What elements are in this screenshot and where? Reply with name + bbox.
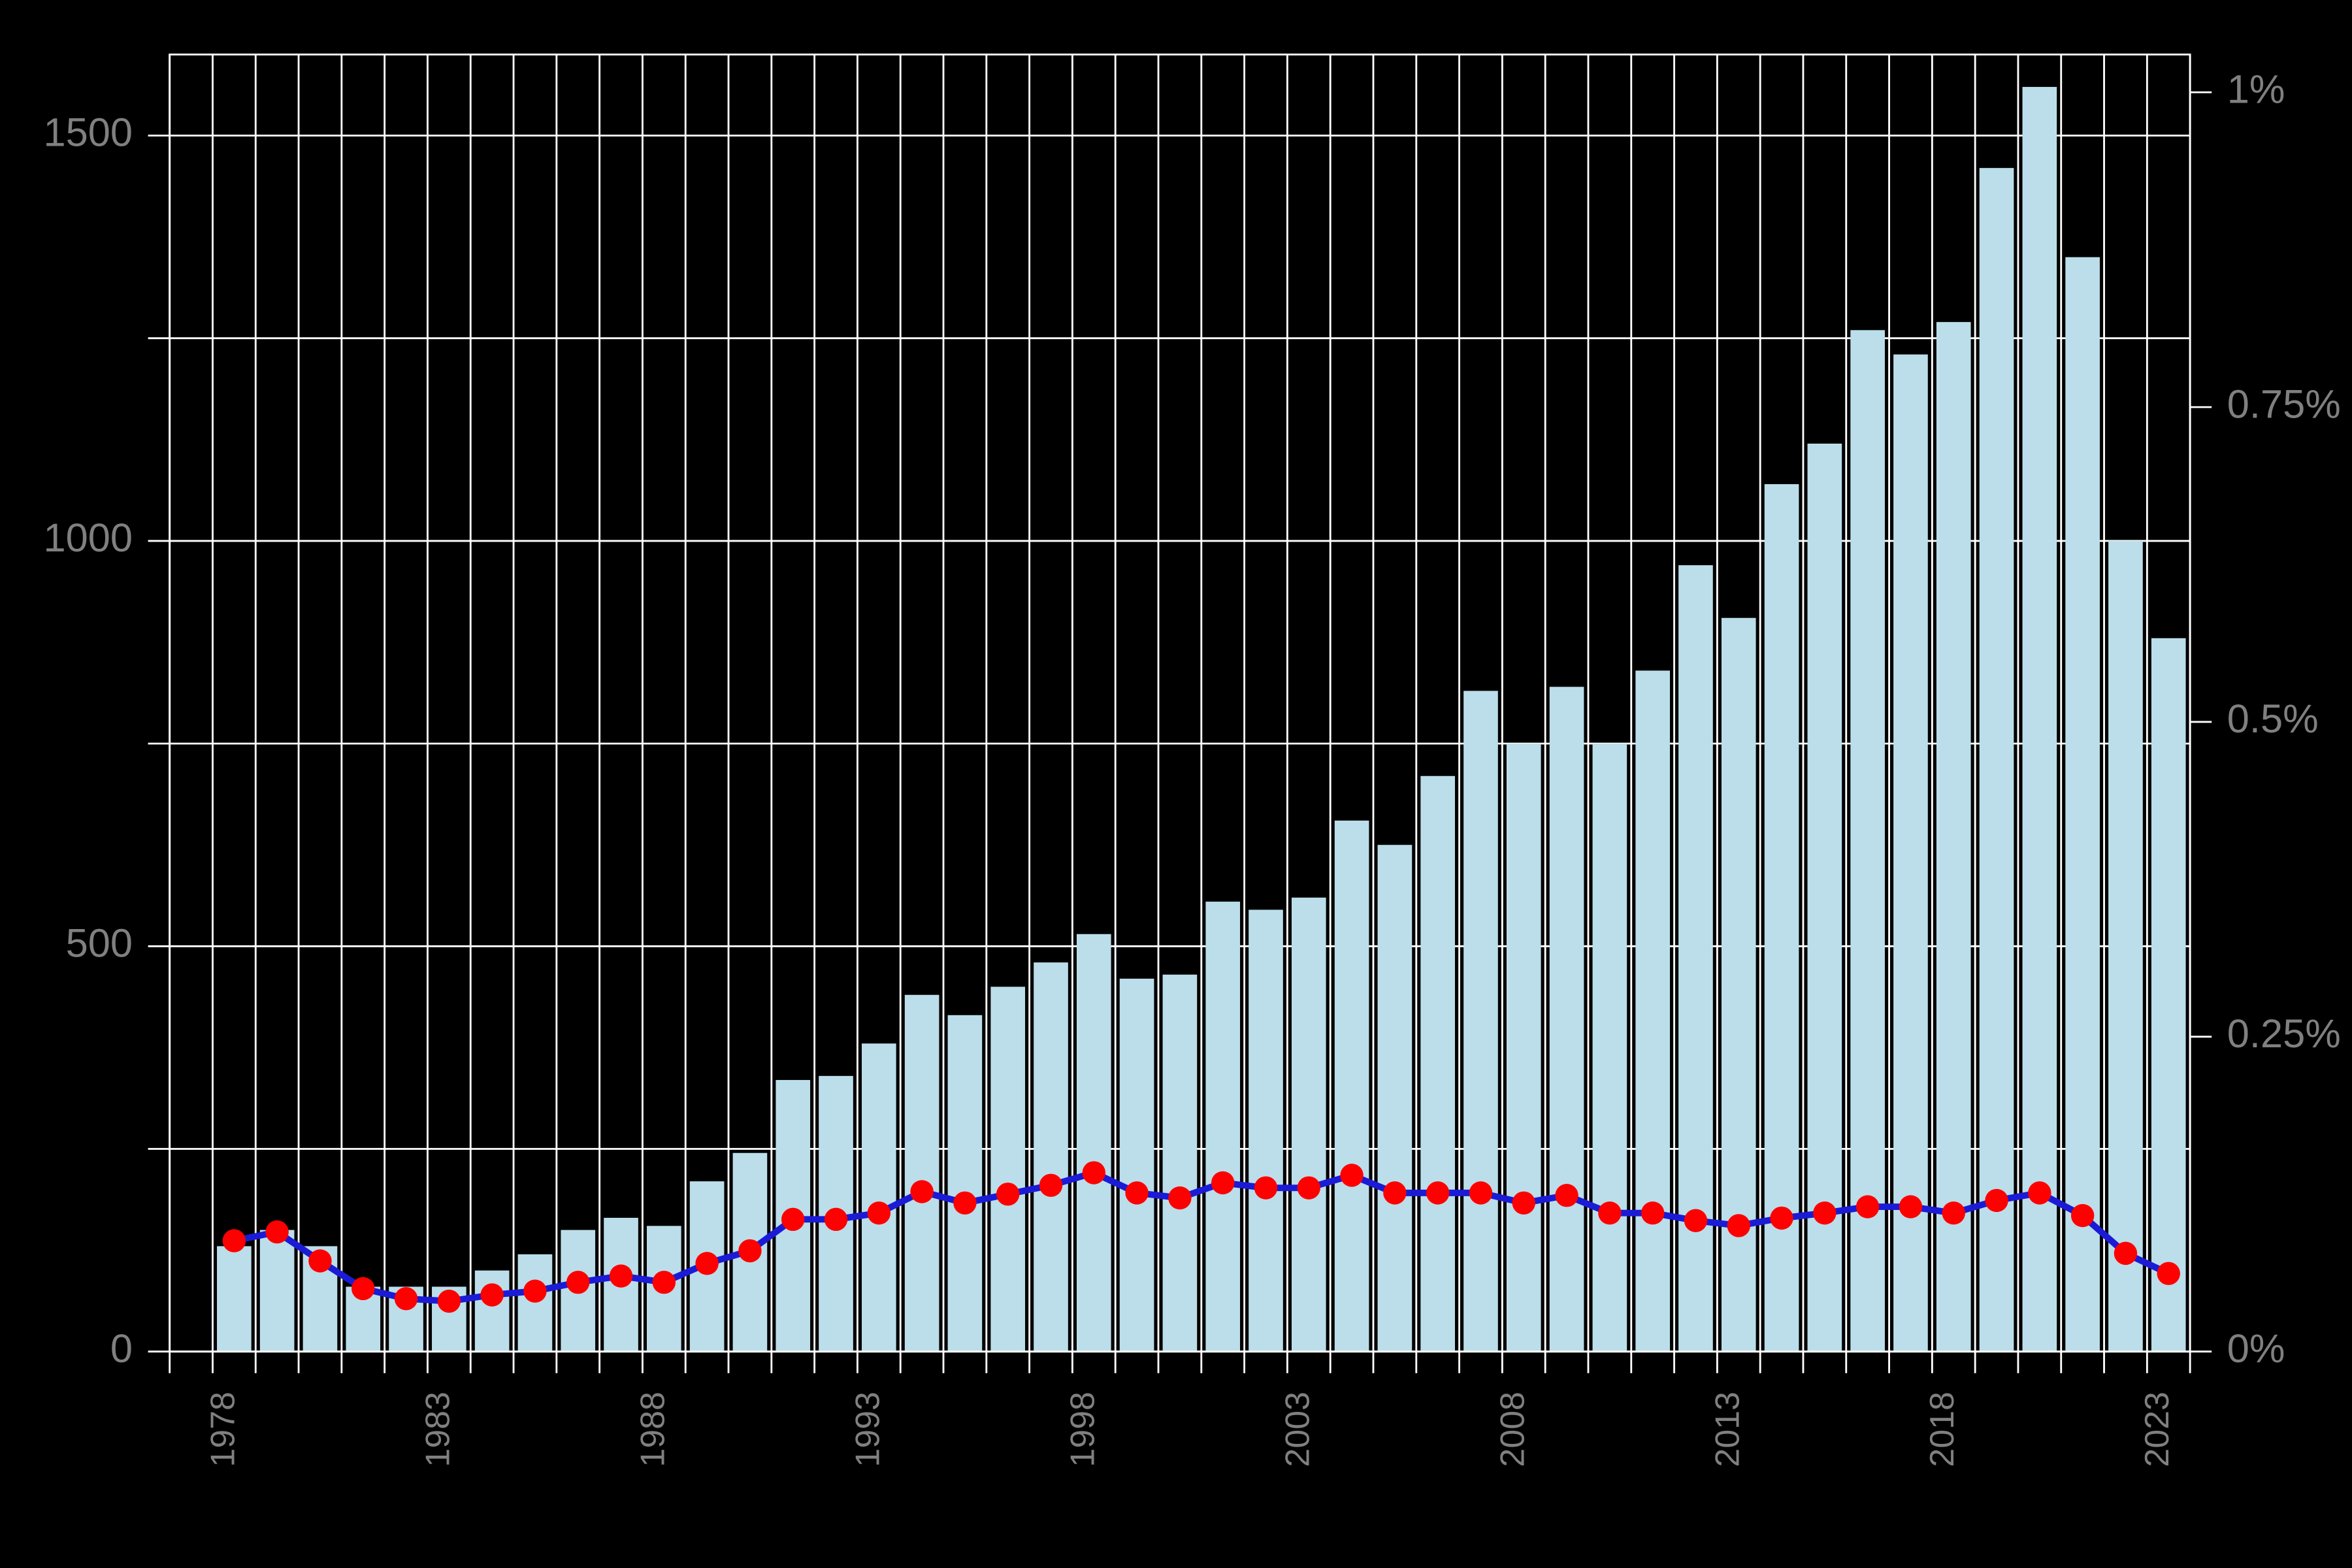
x-tick-label: 1993 <box>849 1392 887 1467</box>
trend-marker <box>1813 1201 1836 1224</box>
y-left-tick-label: 500 <box>66 921 133 966</box>
x-tick-label: 2013 <box>1708 1392 1746 1467</box>
bar <box>1335 821 1369 1352</box>
bar <box>1205 902 1240 1352</box>
trend-marker <box>953 1192 976 1215</box>
trend-marker <box>265 1220 288 1243</box>
bar <box>1980 168 2014 1352</box>
y-left-tick-label: 1500 <box>44 110 133 155</box>
y-right-tick-label: 0.25% <box>2227 1011 2341 1056</box>
x-tick-label: 1988 <box>634 1392 672 1467</box>
bar <box>1463 691 1498 1351</box>
trend-marker <box>480 1283 503 1306</box>
bar <box>1163 975 1198 1352</box>
trend-marker <box>1340 1164 1363 1186</box>
trend-marker <box>438 1290 461 1313</box>
trend-marker <box>1727 1214 1750 1237</box>
bar <box>1420 776 1455 1352</box>
x-tick-label: 2023 <box>2138 1392 2176 1467</box>
trend-marker <box>2028 1181 2051 1204</box>
y-right-tick-label: 1% <box>2227 67 2285 112</box>
bar <box>2023 87 2057 1352</box>
y-right-tick-label: 0.75% <box>2227 382 2341 427</box>
trend-marker <box>395 1287 417 1310</box>
trend-marker <box>1856 1195 1879 1218</box>
bar <box>2065 257 2100 1352</box>
trend-marker <box>868 1201 890 1224</box>
y-left-tick-label: 0 <box>110 1326 133 1371</box>
trend-marker <box>1039 1174 1062 1197</box>
trend-marker <box>1598 1201 1621 1224</box>
trend-marker <box>1211 1171 1234 1194</box>
trend-marker <box>738 1239 761 1262</box>
bar <box>1550 687 1584 1351</box>
bar <box>1635 670 1670 1351</box>
trend-marker <box>1770 1207 1793 1230</box>
trend-marker <box>351 1277 374 1300</box>
y-right-tick-label: 0% <box>2227 1326 2285 1371</box>
combo-chart: 1978 1983 1988 1993 1998 2003 2008 2013 2018 2023… <box>0 0 2352 1568</box>
bar <box>1722 618 1756 1352</box>
trend-marker <box>1469 1181 1492 1204</box>
trend-marker <box>910 1180 933 1203</box>
trend-marker <box>2157 1262 2180 1285</box>
trend-marker <box>1298 1176 1320 1199</box>
bar <box>990 987 1025 1351</box>
bar <box>1507 743 1541 1352</box>
bar <box>1292 898 1326 1352</box>
trend-marker <box>1684 1209 1707 1232</box>
trend-marker <box>825 1208 847 1231</box>
trend-marker <box>996 1183 1019 1205</box>
trend-marker <box>1083 1161 1105 1184</box>
trend-marker <box>2114 1242 2137 1265</box>
bar <box>1249 909 1283 1351</box>
bar <box>1678 565 1713 1352</box>
trend-marker <box>223 1229 246 1252</box>
bar <box>475 1271 510 1352</box>
bar <box>217 1246 252 1351</box>
trend-marker <box>566 1271 589 1294</box>
bar <box>1120 979 1154 1352</box>
trend-marker <box>1899 1195 1922 1218</box>
bar <box>2108 541 2143 1352</box>
trend-marker <box>2071 1204 2094 1227</box>
bar <box>1077 934 1111 1352</box>
trend-marker <box>610 1264 632 1287</box>
trend-marker <box>1168 1186 1191 1209</box>
trend-marker <box>1942 1201 1965 1224</box>
trend-marker <box>523 1279 546 1302</box>
x-tick-label: 1978 <box>204 1392 242 1467</box>
bar <box>905 995 939 1352</box>
trend-marker <box>653 1271 676 1294</box>
trend-marker <box>1512 1192 1535 1215</box>
bar <box>2151 638 2186 1352</box>
trend-marker <box>308 1249 331 1272</box>
x-tick-label: 2008 <box>1494 1392 1531 1467</box>
bar <box>862 1043 896 1352</box>
plot-area: 1978 1983 1988 1993 1998 2003 2008 2013 2018 2023… <box>44 54 2341 1467</box>
bar <box>1593 743 1627 1352</box>
y-left-tick-label: 1000 <box>44 515 133 561</box>
x-tick-label: 1983 <box>419 1392 457 1467</box>
bar <box>1378 845 1413 1352</box>
trend-marker <box>1555 1184 1578 1207</box>
trend-marker <box>1254 1176 1277 1199</box>
trend-marker <box>1641 1201 1664 1224</box>
bar <box>260 1230 295 1352</box>
trend-marker <box>695 1252 718 1275</box>
trend-marker <box>781 1208 804 1231</box>
trend-marker <box>1426 1181 1449 1204</box>
bar <box>948 1015 983 1352</box>
x-tick-label: 2003 <box>1279 1392 1316 1467</box>
trend-marker <box>1125 1181 1148 1204</box>
bar <box>518 1254 553 1352</box>
trend-marker <box>1985 1189 2008 1212</box>
y-right-tick-label: 0.5% <box>2227 696 2319 742</box>
bar <box>1034 962 1068 1352</box>
bar <box>1936 322 1971 1352</box>
x-tick-label: 2018 <box>1923 1392 1961 1467</box>
trend-marker <box>1383 1181 1406 1204</box>
x-tick-label: 1998 <box>1064 1392 1102 1467</box>
